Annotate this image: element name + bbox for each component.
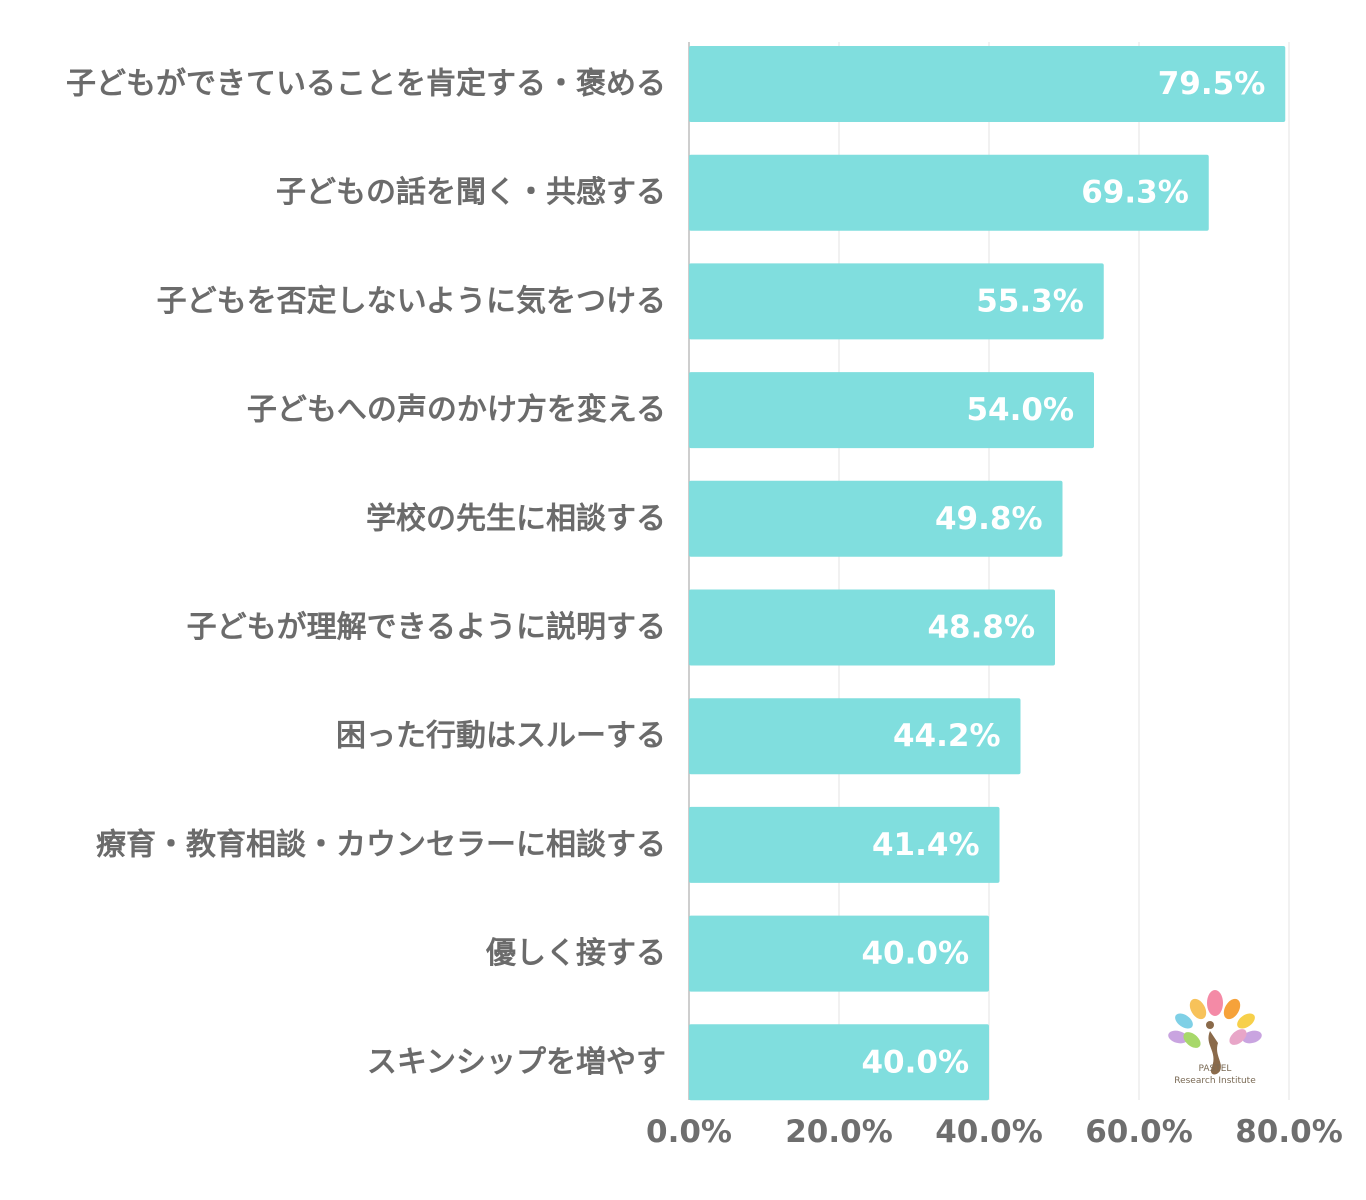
logo-text-line2: Research Institute [1174, 1076, 1256, 1086]
value-label-9: 40.0% [861, 1044, 969, 1080]
bar-0 [689, 46, 1286, 122]
value-label-8: 40.0% [861, 936, 969, 972]
bar-2 [689, 263, 1104, 340]
x-tick-label-3: 60.0% [1085, 1114, 1193, 1150]
value-label-0: 79.5% [1158, 66, 1266, 102]
x-tick-label-0: 0.0% [646, 1114, 732, 1150]
category-label-8: 優しく接する [485, 936, 666, 971]
bar-6 [689, 698, 1021, 775]
value-label-6: 44.2% [893, 718, 1001, 754]
category-label-6: 困った行動はスルーする [336, 719, 666, 754]
value-label-7: 41.4% [872, 827, 980, 863]
bar-9 [689, 1024, 989, 1101]
x-tick-label-2: 40.0% [935, 1114, 1043, 1150]
x-tick-labels: 0.0% 20.0% 40.0% 60.0% 80.0% [646, 1114, 1343, 1150]
x-tick-label-4: 80.0% [1235, 1114, 1343, 1150]
bar-8 [689, 915, 989, 992]
value-label-3: 54.0% [966, 392, 1074, 428]
x-tick-label-1: 20.0% [785, 1114, 893, 1150]
logo-icon [1168, 990, 1262, 1075]
bar-7 [689, 806, 1000, 883]
category-labels: 子どもができていることを肯定する・褒める子どもの話を聞く・共感する子どもを否定し… [66, 67, 666, 1080]
value-label-2: 55.3% [976, 283, 1084, 319]
value-label-4: 49.8% [935, 501, 1043, 537]
logo-text-line1: PASTEL [1198, 1064, 1232, 1074]
bars [689, 46, 1286, 1101]
value-labels: 79.5% 69.3% 55.3% 54.0% 49.8% 48.8% 44.2% 41.4%… [861, 66, 1265, 1080]
category-label-1: 子どもの話を聞く・共感する [276, 175, 666, 210]
category-label-9: スキンシップを増やす [367, 1045, 666, 1080]
value-label-5: 48.8% [927, 610, 1035, 646]
bar-4 [689, 480, 1063, 557]
bar-5 [689, 589, 1055, 666]
category-label-4: 学校の先生に相談する [366, 501, 666, 536]
bar-3 [689, 372, 1094, 449]
category-label-7: 療育・教育相談・カウンセラーに相談する [96, 827, 666, 862]
value-label-1: 69.3% [1081, 175, 1189, 211]
category-label-0: 子どもができていることを肯定する・褒める [66, 67, 666, 102]
category-label-2: 子どもを否定しないように気をつける [157, 284, 666, 319]
bar-1 [689, 154, 1209, 231]
category-label-3: 子どもへの声のかけ方を変える [247, 393, 666, 428]
category-label-5: 子どもが理解できるように説明する [187, 610, 666, 645]
